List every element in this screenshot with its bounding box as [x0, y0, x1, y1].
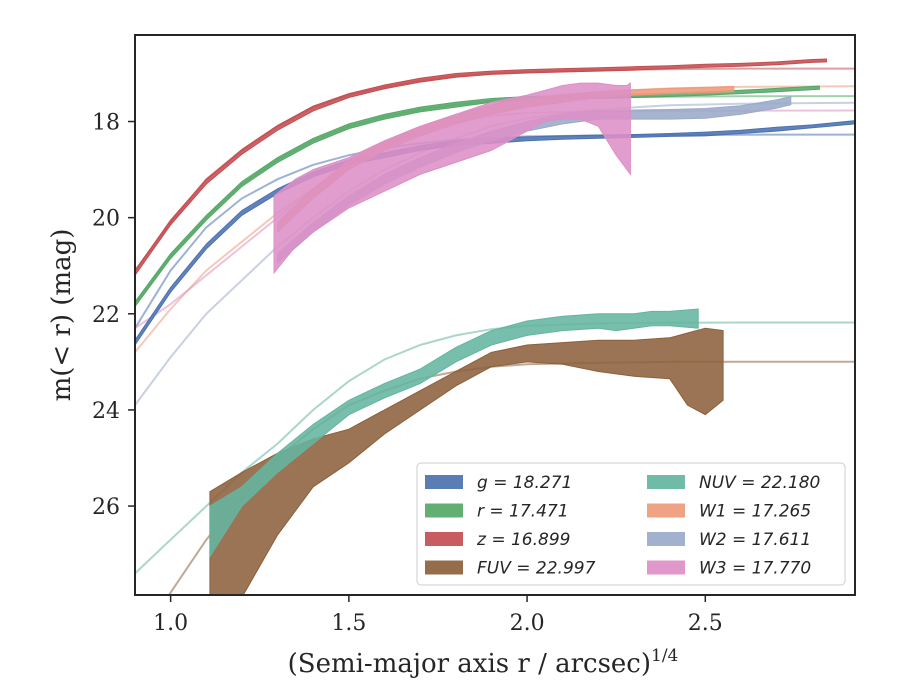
legend-item-g: g = 18.271: [425, 473, 572, 493]
legend-swatch: [425, 503, 463, 518]
profile-band-r: [135, 85, 820, 308]
legend-item-w1: W1 = 17.265: [647, 502, 811, 522]
profile-band-g: [135, 120, 855, 346]
legend-box: [416, 462, 846, 586]
x-axis-label: (Semi-major axis r / arcsec)1/4: [288, 646, 679, 679]
legend-item-z: z = 16.899: [425, 530, 570, 550]
plot-frame: [134, 34, 856, 596]
legend-swatch: [425, 560, 463, 575]
legend-label: NUV = 22.180: [699, 473, 820, 493]
y-tick-label: 18: [92, 111, 120, 136]
legend-label: g = 18.271: [477, 473, 572, 493]
x-tick-label: 1.5: [331, 611, 366, 636]
x-tick-label: 2.5: [688, 611, 723, 636]
legend-label: W1 = 17.265: [699, 502, 811, 522]
x-tick-label: 1.0: [153, 611, 188, 636]
x-tick-label: 2.0: [510, 611, 545, 636]
legend-swatch: [647, 560, 685, 575]
y-tick-label: 26: [92, 495, 120, 520]
x-axis: 1.0 1.5 2.0 2.5: [153, 595, 723, 636]
y-axis-label: m(< r) (mag): [47, 229, 77, 402]
legend-label: r = 17.471: [477, 502, 569, 522]
profile-band-nuv: [209, 308, 699, 559]
profile-band-z: [135, 58, 827, 277]
profile-band-fuv: [209, 327, 724, 595]
legend-item-r: r = 17.471: [425, 502, 569, 522]
legend-label: FUV = 22.997: [477, 559, 596, 579]
model-curve-g: [135, 133, 855, 329]
legend: g = 18.271 r = 17.471 z = 16.899 FUV = 22.9…: [416, 462, 846, 586]
plot-content: [135, 58, 855, 595]
legend-swatch: [647, 532, 685, 546]
legend-item-nuv: NUV = 22.180: [647, 473, 820, 493]
legend-swatch: [647, 503, 685, 518]
legend-label: W3 = 17.770: [699, 559, 811, 579]
y-tick-label: 22: [92, 303, 120, 328]
x-axis-label-exponent: 1/4: [651, 646, 678, 666]
y-tick-label: 24: [92, 399, 120, 424]
legend-label: z = 16.899: [476, 530, 570, 550]
legend-item-fuv: FUV = 22.997: [425, 559, 596, 579]
profile-band-w3: [273, 82, 631, 275]
legend-item-w3: W3 = 17.770: [647, 559, 811, 579]
legend-item-w2: W2 = 17.611: [647, 530, 811, 550]
legend-swatch: [425, 475, 463, 489]
x-axis-label-text: (Semi-major axis r / arcsec): [288, 649, 651, 679]
legend-label: W2 = 17.611: [699, 530, 811, 550]
legend-swatch: [647, 475, 685, 489]
y-tick-label: 20: [92, 207, 120, 232]
y-axis: 18 20 22 24 26: [92, 111, 135, 520]
legend-swatch: [425, 532, 463, 546]
